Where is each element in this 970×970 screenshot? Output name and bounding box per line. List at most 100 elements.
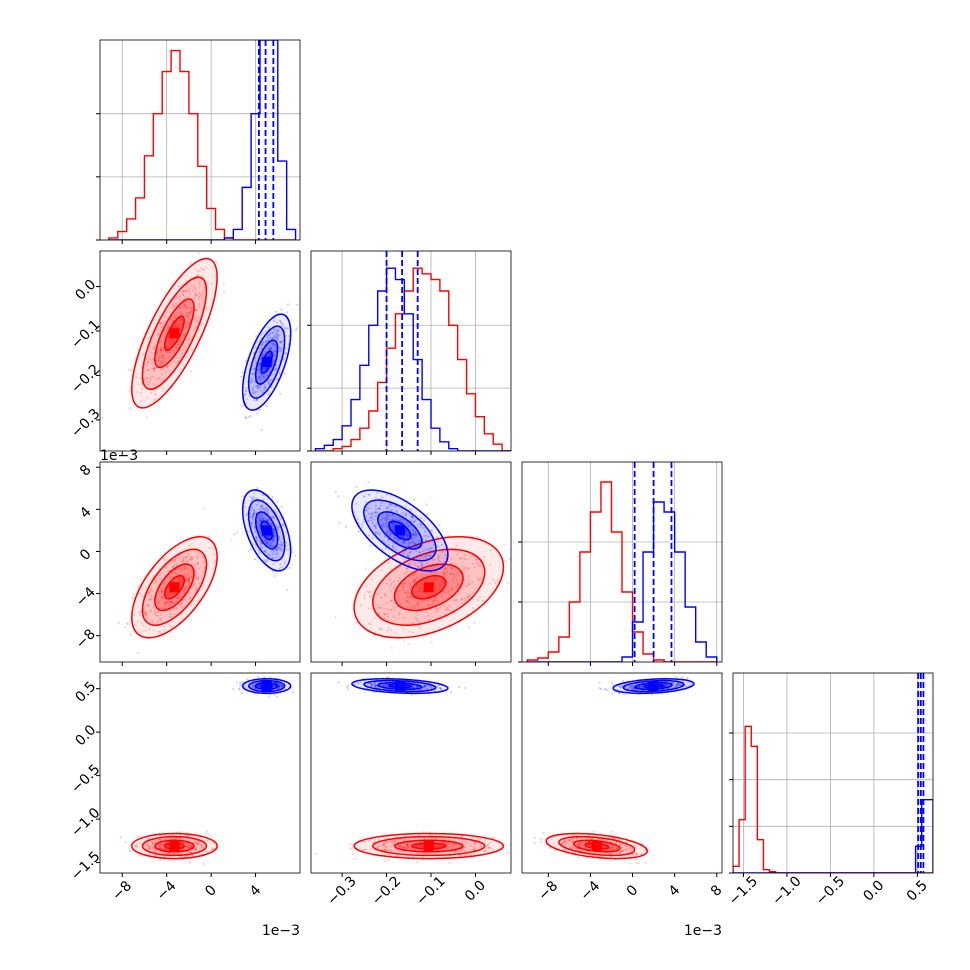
sample-point: [180, 569, 183, 572]
sample-point: [270, 337, 273, 340]
sample-point: [372, 683, 376, 686]
sample-point: [280, 308, 283, 311]
sample-point: [414, 593, 417, 596]
sample-point: [688, 681, 691, 684]
sample-point: [476, 837, 479, 840]
sample-point: [468, 626, 471, 629]
sample-point: [365, 509, 368, 512]
sample-point: [252, 513, 255, 516]
sample-point: [279, 517, 283, 520]
sample-point: [380, 524, 383, 527]
sample-point: [416, 852, 419, 855]
sample-point: [176, 595, 179, 598]
sample-point: [164, 603, 167, 606]
sample-point: [182, 348, 185, 351]
sample-point: [374, 511, 377, 514]
sample-point: [162, 321, 165, 324]
sample-point: [266, 339, 269, 342]
sample-point: [442, 841, 445, 844]
sample-point: [611, 852, 614, 855]
sample-point: [181, 352, 184, 355]
sample-point: [278, 535, 281, 538]
sample-point: [176, 597, 180, 600]
sample-point: [193, 565, 196, 568]
sample-point: [267, 543, 270, 546]
sample-point: [161, 838, 164, 841]
sample-point: [376, 512, 379, 515]
sample-point: [187, 842, 190, 845]
sample-point: [268, 536, 271, 539]
sample-point: [170, 837, 173, 840]
sample-point: [173, 313, 176, 316]
sample-point: [188, 290, 191, 293]
sample-point: [421, 563, 424, 567]
sample-point: [506, 581, 509, 584]
sample-point: [264, 386, 267, 389]
sample-point: [605, 839, 608, 842]
sample-point: [128, 847, 131, 850]
sample-point: [382, 684, 385, 687]
sample-point: [436, 563, 439, 566]
sample-point: [152, 358, 155, 361]
sample-point: [412, 498, 415, 501]
sample-point: [412, 574, 415, 577]
sample-point: [140, 383, 144, 386]
sample-point: [195, 335, 198, 338]
sample-point: [443, 574, 446, 577]
sample-point: [412, 578, 416, 582]
sample-point: [269, 545, 272, 548]
sample-point: [183, 588, 186, 591]
sample-point: [256, 487, 259, 490]
sample-point: [475, 561, 478, 564]
sample-point: [258, 522, 261, 525]
sample-point: [374, 514, 377, 517]
sample-point: [610, 846, 613, 850]
sample-point: [624, 849, 627, 852]
sample-point: [282, 325, 286, 328]
sample-point: [152, 629, 155, 632]
sample-point: [170, 316, 173, 319]
sample-point: [640, 842, 643, 845]
sample-point: [452, 572, 455, 576]
sample-point: [185, 559, 188, 562]
sample-point: [177, 307, 180, 310]
sample-point: [504, 559, 507, 563]
sample-point: [355, 486, 358, 489]
sample-point: [197, 567, 200, 570]
sample-point: [441, 837, 444, 840]
sample-point: [166, 365, 169, 368]
sample-point: [443, 841, 447, 844]
sample-point: [238, 688, 241, 691]
sample-point: [574, 846, 577, 849]
sample-point: [274, 685, 277, 688]
sample-point: [386, 683, 389, 686]
sample-point: [184, 326, 187, 329]
x-tick-label: 4: [247, 882, 265, 900]
sample-point: [419, 627, 422, 630]
sample-point: [201, 299, 205, 302]
sample-point: [135, 376, 138, 379]
sample-point: [412, 533, 415, 536]
sample-point: [470, 555, 473, 558]
sample-point: [168, 604, 171, 607]
sample-point: [188, 316, 191, 319]
sample-point: [392, 535, 395, 538]
sample-point: [240, 405, 243, 408]
sample-point: [473, 846, 476, 849]
sample-point: [463, 596, 467, 599]
sample-point: [279, 541, 283, 544]
sample-point: [376, 604, 379, 607]
sample-point: [250, 522, 253, 525]
sample-point: [368, 493, 371, 496]
sample-point: [174, 305, 177, 308]
sample-point: [199, 293, 202, 296]
sample-point: [208, 535, 211, 538]
sample-point: [198, 297, 201, 300]
sample-point: [188, 292, 192, 296]
sample-point: [362, 849, 366, 852]
sample-point: [398, 519, 401, 523]
sample-point: [413, 534, 416, 537]
sample-point: [252, 509, 255, 512]
sample-point: [152, 375, 155, 378]
sample-point: [635, 858, 638, 861]
